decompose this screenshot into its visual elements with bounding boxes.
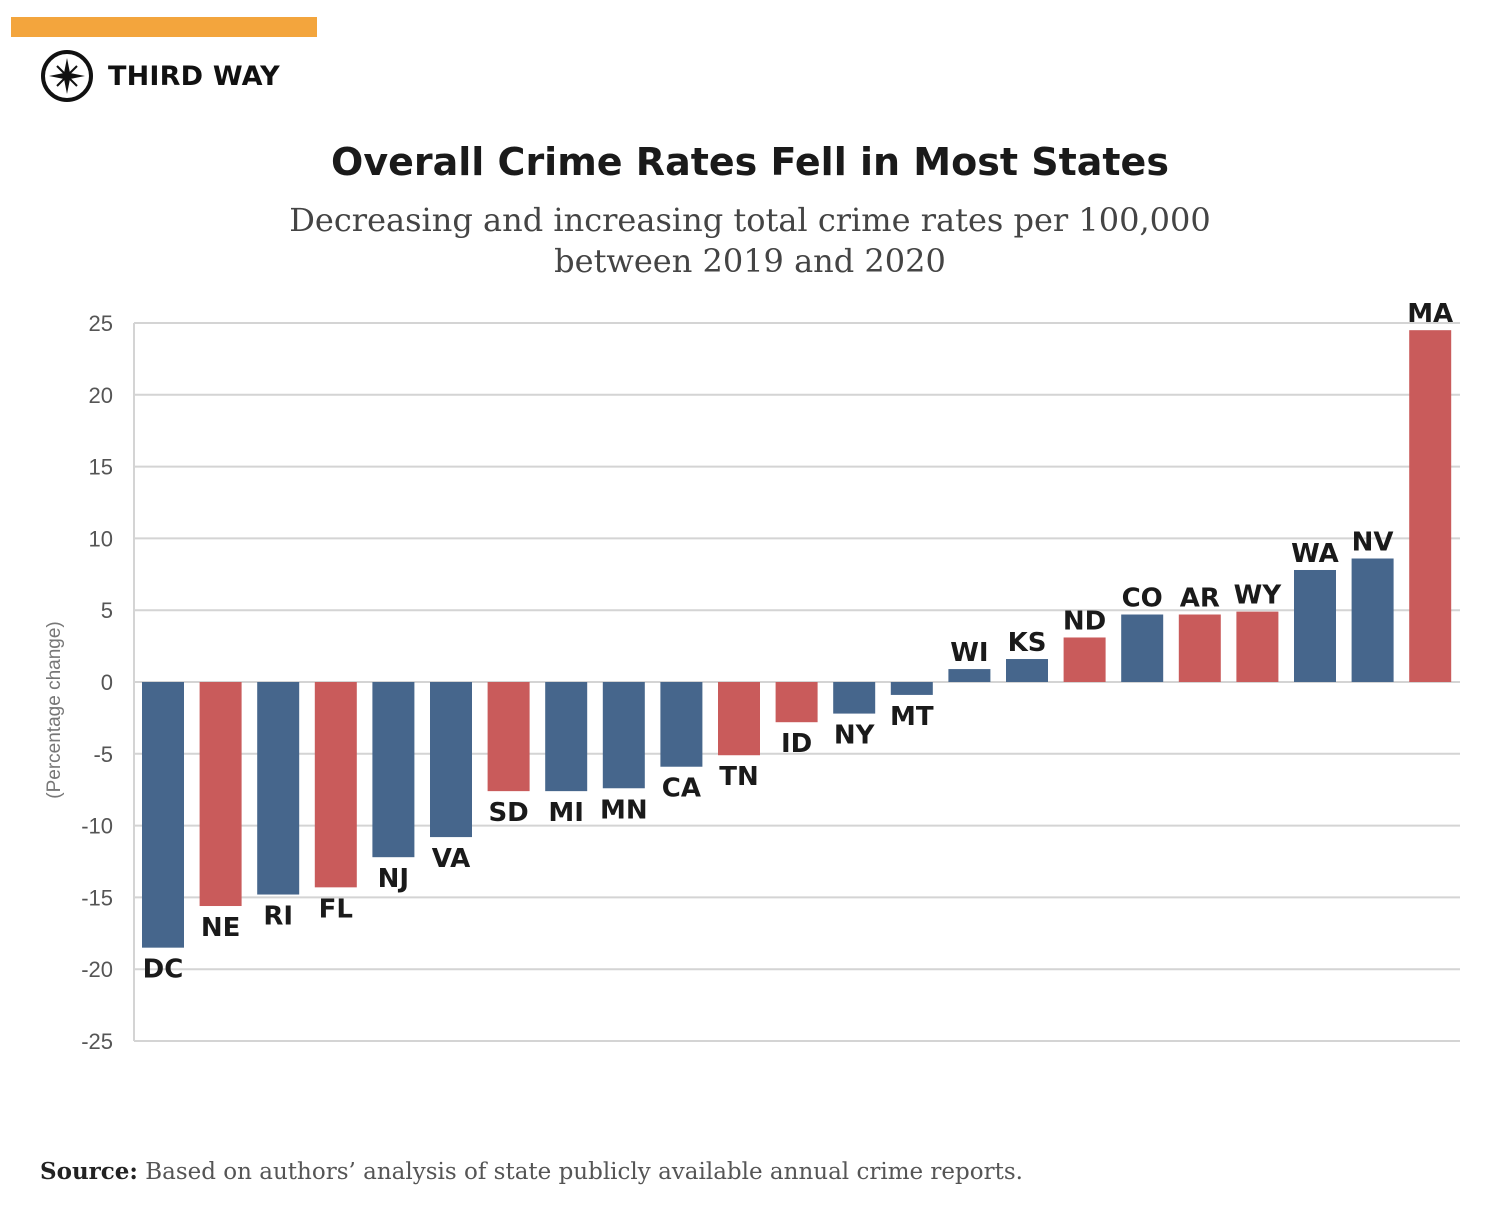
bars (142, 330, 1452, 948)
y-tick-label: -5 (93, 742, 113, 767)
subtitle-line-2: between 2019 and 2020 (554, 242, 946, 280)
bar-mt (890, 682, 933, 695)
bar-label-nv: NV (1352, 528, 1394, 558)
bar-label-fl: FL (319, 894, 353, 924)
bar-label-wy: WY (1234, 581, 1283, 611)
bar-ks (1006, 659, 1048, 682)
bar-label-wa: WA (1291, 539, 1339, 569)
y-tick-label: 25 (89, 311, 113, 336)
bar-label-nj: NJ (378, 864, 409, 894)
third-way-logo: THIRD WAY (40, 48, 280, 104)
bar-label-sd: SD (488, 798, 528, 828)
bar-ca (660, 682, 703, 767)
compass-star-icon (41, 50, 93, 102)
bar-label-va: VA (432, 844, 470, 874)
bar-nd (1063, 637, 1106, 682)
bar-label-ri: RI (263, 902, 293, 932)
y-tick-label: -25 (81, 1029, 113, 1054)
bar-label-mi: MI (548, 798, 584, 828)
bar-label-ny: NY (834, 721, 876, 751)
y-tick-label: 15 (89, 455, 113, 480)
bar-nj (372, 682, 415, 858)
bar-mn (602, 682, 645, 789)
bar-wy (1236, 611, 1279, 682)
accent-bar (11, 17, 317, 37)
bar-ar (1178, 614, 1221, 682)
bar-label-co: CO (1122, 584, 1163, 614)
source-text: Based on authors’ analysis of state publ… (137, 1159, 1023, 1185)
bar-label-ca: CA (662, 774, 701, 804)
chart-subtitle: Decreasing and increasing total crime ra… (0, 200, 1500, 282)
y-tick-label: -15 (81, 885, 113, 910)
y-tick-label: 10 (89, 526, 113, 551)
bar-label-wi: WI (950, 638, 988, 668)
brand-name: THIRD WAY (108, 60, 280, 92)
bar-tn (718, 682, 760, 756)
bar-id (775, 682, 818, 723)
y-tick-label: 20 (89, 383, 113, 408)
chart-title: Overall Crime Rates Fell in Most States (331, 140, 1169, 184)
bar-wi (948, 669, 991, 682)
bar-label-ma: MA (1407, 299, 1453, 329)
bar-label-mt: MT (890, 702, 934, 732)
bar-label-ar: AR (1180, 584, 1220, 614)
y-tick-label: 0 (101, 670, 113, 695)
subtitle-line-1: Decreasing and increasing total crime ra… (289, 201, 1211, 239)
y-axis-label: (Percentage change) (44, 621, 65, 798)
bar-label-ne: NE (201, 913, 241, 943)
bar-label-nd: ND (1063, 606, 1106, 636)
bar-label-dc: DC (143, 955, 184, 985)
bar-label-ks: KS (1008, 628, 1047, 658)
bar-label-id: ID (781, 729, 812, 759)
bar-ri (257, 682, 300, 895)
y-tick-label: -20 (81, 957, 113, 982)
bar-mi (545, 682, 588, 792)
bar-ne (199, 682, 242, 907)
y-tick-label: 5 (101, 598, 113, 623)
bar-label-tn: TN (719, 762, 759, 792)
y-tick-labels: 25 20 15 10 5 0 -5 -10 -15 -20 -25 (81, 311, 113, 1054)
bar-label-mn: MN (600, 795, 648, 825)
bar-va (430, 682, 472, 838)
bar-nv (1351, 558, 1394, 682)
source-note: Source: Based on authors’ analysis of st… (40, 1158, 1023, 1185)
bar-co (1121, 614, 1164, 682)
bar-sd (487, 682, 530, 792)
bar-labels: DC NE RI FL NJ VA SD MI MN CA TN ID NY MT WI KS ND CO AR WY… (143, 299, 1454, 984)
bar-chart: 25 20 15 10 5 0 -5 -10 -15 -20 -25 DC NE RI FL NJ VA SD M… (44, 299, 1460, 1054)
bar-fl (314, 682, 357, 888)
y-tick-label: -10 (81, 814, 113, 839)
bar-wa (1294, 569, 1336, 682)
source-label: Source: (40, 1158, 138, 1185)
bar-dc (142, 682, 184, 948)
bar-ma (1409, 330, 1452, 682)
bar-ny (833, 682, 876, 714)
